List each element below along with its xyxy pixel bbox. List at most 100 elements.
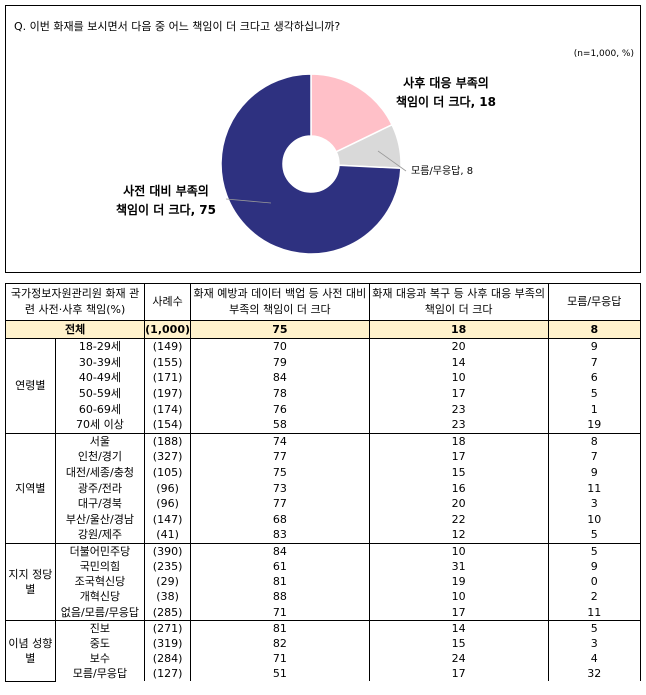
row-before: 83: [190, 527, 370, 544]
row-after: 17: [368, 666, 549, 682]
row-after: 23: [368, 401, 549, 417]
row-before: 74: [190, 432, 370, 450]
row-n: (188): [144, 432, 192, 450]
row-before: 71: [190, 604, 370, 621]
table-row: 지역별 서울 (188) 74 18 8: [5, 432, 642, 544]
row-after: 22: [368, 511, 549, 528]
row-unknown: 10: [547, 511, 642, 528]
row-n: (154): [144, 416, 192, 434]
row-after: 15: [368, 635, 549, 652]
row-after: 20: [368, 495, 549, 512]
row-before: 77: [190, 449, 370, 465]
row-label: 60-69세: [54, 401, 146, 417]
row-after: 10: [368, 589, 549, 605]
total-after: 18: [368, 320, 549, 339]
row-before: 76: [190, 401, 370, 417]
donut-slice: [220, 73, 402, 255]
row-n: (271): [144, 619, 192, 636]
header-category: 국가정보자원관리원 화재 관련 사전·사후 책임(%): [4, 283, 146, 321]
table-row: 강원/제주 (41) 83 12 5: [6, 527, 642, 544]
row-n: (149): [144, 337, 192, 355]
row-n: (127): [144, 666, 192, 682]
group-name: 지역별: [15, 481, 46, 495]
row-after: 14: [368, 354, 549, 371]
table-row: 조국혁신당 (29) 81 19 0: [6, 574, 642, 590]
table-row: 30-39세 (155) 79 14 7: [6, 354, 642, 371]
header-unknown: 모름/무응답: [547, 283, 642, 321]
row-after: 19: [368, 574, 549, 590]
row-unknown: 3: [547, 495, 642, 512]
row-unknown: 7: [547, 354, 642, 371]
table-row: 연령별 18-29세 (149) 70 20 9: [5, 337, 642, 434]
row-after: 18: [368, 432, 549, 450]
row-after: 10: [368, 370, 549, 386]
row-after: 23: [368, 416, 549, 434]
label-line: 책임이 더 크다, 75: [115, 203, 217, 217]
row-unknown: 11: [547, 480, 642, 496]
header-after: 화재 대응과 복구 등 사후 대응 부족의 책임이 더 크다: [368, 283, 549, 321]
table-row: 국민의힘 (235) 61 31 9: [6, 558, 642, 575]
row-unknown: 2: [547, 589, 642, 605]
row-label: 보수: [54, 651, 146, 667]
row-before: 88: [190, 589, 370, 605]
row-n: (197): [144, 385, 192, 402]
row-label: 중도: [54, 635, 146, 652]
group-name: 연령별: [15, 379, 46, 393]
row-unknown: 5: [547, 527, 642, 544]
total-before: 75: [190, 320, 370, 339]
group-label: 지역별: [5, 432, 56, 544]
row-unknown: 11: [547, 604, 642, 621]
row-after: 14: [368, 619, 549, 636]
row-after: 17: [368, 449, 549, 465]
table-row: 인천/경기 (327) 77 17 7: [6, 449, 642, 465]
row-label: 30-39세: [54, 354, 146, 371]
leader-line: [225, 198, 272, 204]
donut-slice: [310, 73, 394, 153]
row-after: 17: [368, 604, 549, 621]
row-after: 24: [368, 651, 549, 667]
label-line: 사전 대비 부족의: [123, 184, 209, 198]
row-n: (105): [144, 464, 192, 481]
row-label: 진보: [54, 619, 146, 636]
table-row: 대전/세종/충청 (105) 75 15 9: [6, 464, 642, 481]
total-label: 전체: [4, 320, 146, 339]
row-unknown: 32: [547, 666, 642, 682]
table-row: 70세 이상 (154) 58 23 19: [6, 416, 642, 434]
row-unknown: 8: [547, 432, 642, 450]
row-unknown: 19: [547, 416, 642, 434]
row-n: (319): [144, 635, 192, 652]
table-row: 대구/경북 (96) 77 20 3: [6, 495, 642, 512]
row-before: 75: [190, 464, 370, 481]
table-row: 모름/무응답 (127) 51 17 32: [6, 666, 642, 682]
row-before: 58: [190, 416, 370, 434]
total-n: (1,000): [144, 320, 192, 339]
row-before: 51: [190, 666, 370, 682]
table-row: 지지 정당별 더불어민주당 (390) 84 10 5: [5, 542, 642, 621]
row-before: 81: [190, 574, 370, 590]
group-name: 이념 성향별: [8, 636, 53, 665]
row-unknown: 6: [547, 370, 642, 386]
row-after: 12: [368, 527, 549, 544]
total-row: 전체 (1,000) 75 18 8: [4, 320, 642, 339]
table-row: 없음/모름/무응답 (285) 71 17 11: [6, 604, 642, 621]
row-unknown: 1: [547, 401, 642, 417]
label-after-response: 사후 대응 부족의 책임이 더 크다, 18: [381, 74, 511, 112]
row-label: 국민의힘: [54, 558, 146, 575]
row-after: 20: [368, 337, 549, 355]
row-n: (155): [144, 354, 192, 371]
row-before: 79: [190, 354, 370, 371]
row-label: 부산/울산/경남: [54, 511, 146, 528]
row-n: (390): [144, 542, 192, 559]
row-before: 78: [190, 385, 370, 402]
row-label: 모름/무응답: [54, 666, 146, 682]
table-row: 60-69세 (174) 76 23 1: [6, 401, 642, 417]
row-unknown: 5: [547, 385, 642, 402]
row-label: 조국혁신당: [54, 574, 146, 590]
row-unknown: 3: [547, 635, 642, 652]
row-unknown: 9: [547, 558, 642, 575]
row-label: 50-59세: [54, 385, 146, 402]
header-n: 사례수: [144, 283, 192, 321]
row-label: 70세 이상: [54, 416, 146, 434]
row-after: 15: [368, 464, 549, 481]
